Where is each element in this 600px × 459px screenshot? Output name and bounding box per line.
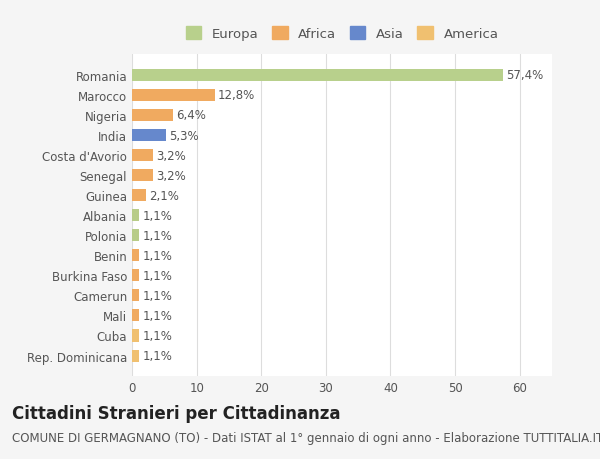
Bar: [132, 190, 146, 202]
Text: 1,1%: 1,1%: [142, 349, 172, 362]
Legend: Europa, Africa, Asia, America: Europa, Africa, Asia, America: [179, 20, 505, 47]
Text: 5,3%: 5,3%: [169, 129, 199, 142]
Text: 1,1%: 1,1%: [142, 249, 172, 262]
Text: 12,8%: 12,8%: [218, 89, 255, 102]
Text: 2,1%: 2,1%: [149, 189, 179, 202]
Bar: [132, 230, 139, 242]
Text: 3,2%: 3,2%: [156, 149, 185, 162]
Bar: [132, 310, 139, 322]
Text: 6,4%: 6,4%: [176, 109, 206, 122]
Text: 1,1%: 1,1%: [142, 269, 172, 282]
Bar: [132, 350, 139, 362]
Text: 1,1%: 1,1%: [142, 209, 172, 222]
Text: 1,1%: 1,1%: [142, 329, 172, 342]
Bar: [132, 210, 139, 222]
Bar: [132, 270, 139, 282]
Bar: [132, 130, 166, 142]
Bar: [132, 290, 139, 302]
Bar: [132, 90, 215, 102]
Text: 1,1%: 1,1%: [142, 229, 172, 242]
Text: Cittadini Stranieri per Cittadinanza: Cittadini Stranieri per Cittadinanza: [12, 404, 341, 422]
Text: 1,1%: 1,1%: [142, 289, 172, 302]
Text: 1,1%: 1,1%: [142, 309, 172, 322]
Text: 57,4%: 57,4%: [506, 69, 544, 82]
Text: 3,2%: 3,2%: [156, 169, 185, 182]
Bar: [132, 70, 503, 82]
Bar: [132, 150, 152, 162]
Text: COMUNE DI GERMAGNANO (TO) - Dati ISTAT al 1° gennaio di ogni anno - Elaborazione: COMUNE DI GERMAGNANO (TO) - Dati ISTAT a…: [12, 431, 600, 444]
Bar: [132, 110, 173, 122]
Bar: [132, 170, 152, 182]
Bar: [132, 250, 139, 262]
Bar: [132, 330, 139, 342]
